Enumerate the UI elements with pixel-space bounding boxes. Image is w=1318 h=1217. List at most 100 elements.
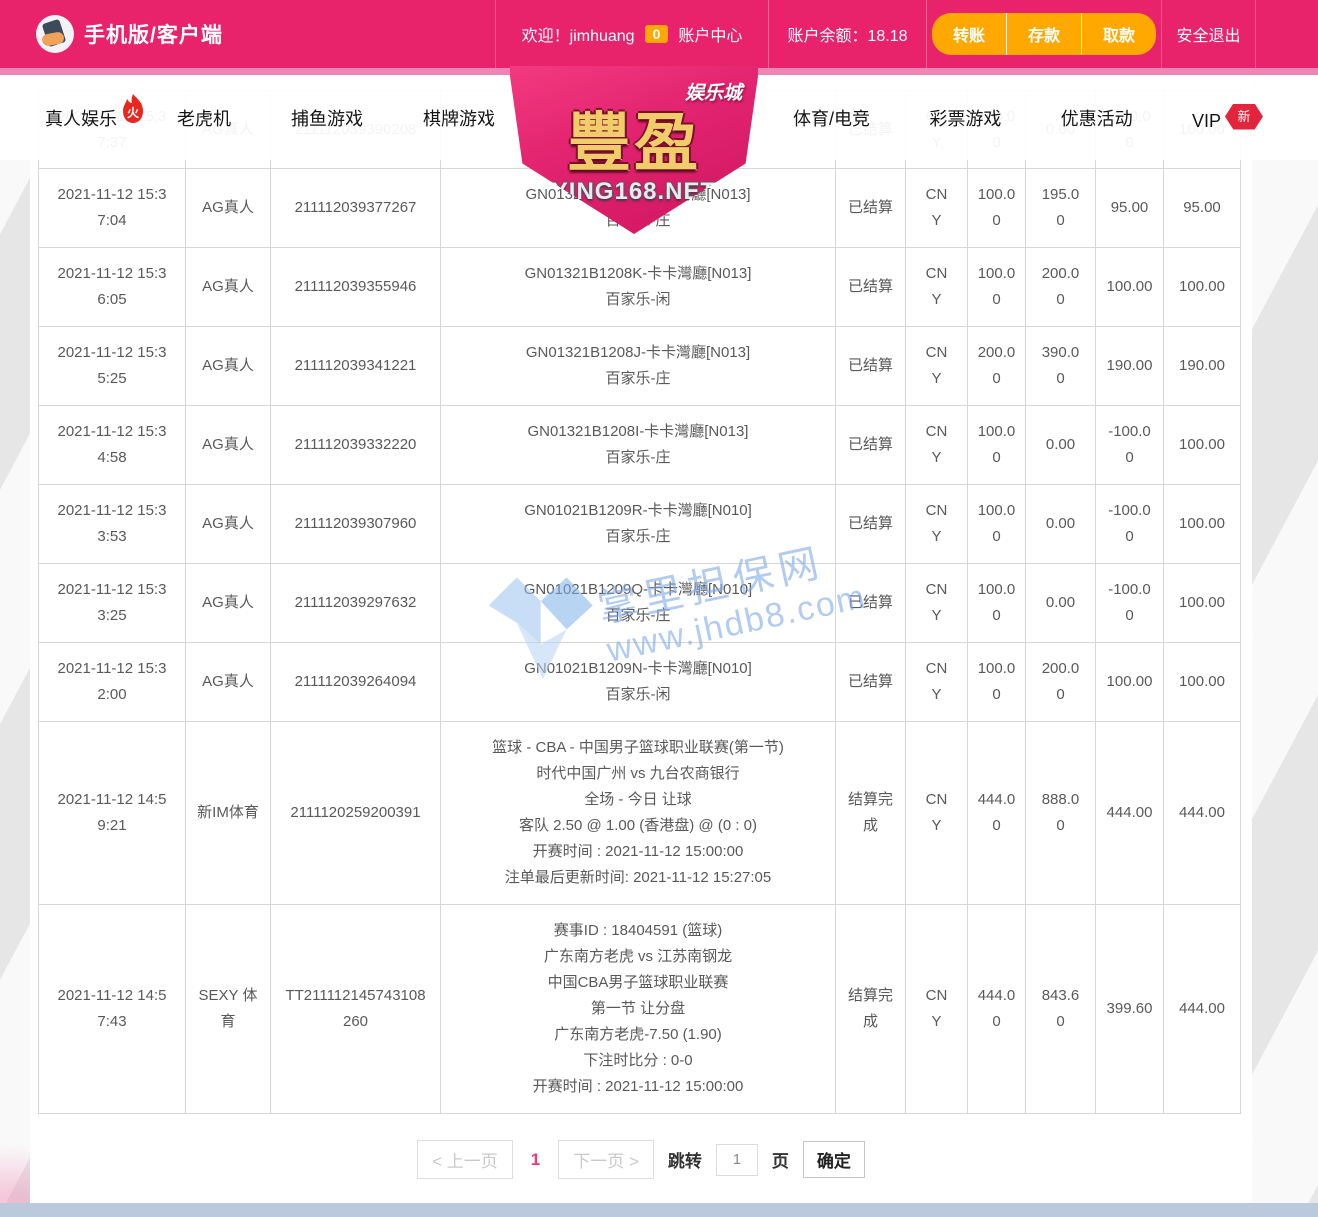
- cell-order-no: 211112039297632: [270, 563, 441, 643]
- detail-line: 广东南方老虎 vs 江苏南钢龙: [543, 948, 733, 965]
- pagination: < 上一页 1 下一页 > 跳转 页 确定: [30, 1140, 1252, 1179]
- cell-status: 已结算: [835, 326, 906, 406]
- cell-time: 2021-11-12 14:57:43: [38, 904, 186, 1114]
- header-welcome-section: 欢迎！jimhuang 0 账户中心: [495, 0, 768, 68]
- detail-line: 百家乐-庄: [605, 528, 671, 545]
- cell-order-no: 211112039332220: [270, 405, 441, 485]
- nav-right-group: 体育/电竞 彩票游戏 优惠活动 VIP 新: [793, 103, 1263, 132]
- jump-page-input[interactable]: [715, 1143, 758, 1176]
- cell-time: 2021-11-12 15:33:25: [38, 563, 186, 643]
- cell-order-no: 211112039377267: [270, 168, 441, 248]
- cell-valid-amount: 444.00: [1163, 904, 1241, 1114]
- nav-item-slots[interactable]: 老虎机: [177, 108, 231, 129]
- confirm-button[interactable]: 确定: [802, 1141, 865, 1178]
- nav-item-live-casino[interactable]: 真人娱乐 火: [45, 93, 143, 131]
- cell-time: 2021-11-12 15:35:25: [38, 326, 186, 406]
- nav-item-sports-esports[interactable]: 体育/电竞: [793, 108, 871, 129]
- detail-line: GN01021B1209Q-卡卡灣廳[N010]: [523, 581, 753, 598]
- header-actions-section: 转账 存款 取款: [926, 0, 1161, 68]
- page-unit-label: 页: [771, 1152, 789, 1171]
- header-logo-section: 手机版/客户端: [0, 0, 495, 68]
- nav-item-vip[interactable]: VIP 新: [1192, 103, 1263, 132]
- cell-status: 已结算: [835, 168, 906, 248]
- deposit-button[interactable]: 存款: [1005, 13, 1081, 55]
- table-row: 2021-11-12 15:32:00 AG真人 211112039264094 GN…: [38, 642, 1241, 722]
- cell-details: GN01321B1208K-卡卡灣廳[N013] 百家乐-闲: [440, 247, 836, 327]
- detail-line: GN01021B1209R-卡卡灣廳[N010]: [524, 502, 752, 519]
- cell-bet-amount: 100.00: [967, 247, 1026, 327]
- detail-line: 百家乐-庄: [605, 607, 671, 624]
- cell-time: 2021-11-12 14:59:21: [38, 721, 186, 905]
- balance-value: 18.18: [867, 28, 908, 45]
- withdraw-button[interactable]: 取款: [1081, 13, 1157, 55]
- bet-table-body: 2021-11-12 15:37:37AG真人211112039390208已结…: [38, 90, 1241, 1114]
- prev-page-button[interactable]: < 上一页: [417, 1140, 513, 1179]
- logout-button[interactable]: 安全退出: [1176, 28, 1241, 45]
- mobile-app-logo-icon: [36, 15, 74, 53]
- cell-details: 篮球 - CBA - 中国男子篮球职业联赛(第一节) 时代中国广州 vs 九台农商…: [440, 721, 836, 905]
- detail-line: GN01321B1208J-卡卡灣廳[N013]: [525, 344, 751, 361]
- cell-platform: AG真人: [185, 168, 271, 248]
- account-center-link[interactable]: 账户中心: [678, 28, 743, 45]
- table-row: 2021-11-12 14:57:43 SEXY 体育 TT211112145743…: [38, 904, 1241, 1114]
- cell-bet-amount: 100.00: [967, 405, 1026, 485]
- cell-bet-amount: 444.00: [967, 721, 1026, 905]
- cell-time: 2021-11-12 15:34:58: [38, 405, 186, 485]
- bottom-strip: [0, 1203, 1318, 1217]
- cell-valid-amount: 100.00: [1163, 484, 1241, 564]
- detail-line: GN01021B1209N-卡卡灣廳[N010]: [524, 660, 752, 677]
- nav-item-fishing[interactable]: 捕鱼游戏: [291, 108, 363, 129]
- detail-line: 客队 2.50 @ 1.00 (香港盘) @ (0 : 0): [518, 817, 758, 834]
- cell-payout-amount: 200.00: [1025, 247, 1096, 327]
- next-page-button[interactable]: 下一页 >: [558, 1140, 654, 1179]
- table-row: 2021-11-12 15:35:25 AG真人 211112039341221 GN…: [38, 326, 1241, 406]
- cell-currency: CNY: [905, 247, 968, 327]
- nav-left-group: 真人娱乐 火 老虎机 捕鱼游戏 棋牌游戏: [45, 93, 495, 131]
- cell-payout-amount: 888.00: [1025, 721, 1096, 905]
- detail-line: 开赛时间 : 2021-11-12 15:00:00: [532, 843, 744, 860]
- detail-line: 第一节 让分盘: [590, 1000, 686, 1017]
- cell-valid-amount: 190.00: [1163, 326, 1241, 406]
- nav-item-lottery[interactable]: 彩票游戏: [929, 108, 1002, 129]
- cell-bet-amount: 100.00: [967, 642, 1026, 722]
- table-row: 2021-11-12 15:33:25 AG真人 211112039297632 GN…: [38, 563, 1241, 643]
- cell-currency: CNY: [905, 405, 968, 485]
- cell-order-no: 2111120259200391: [270, 721, 441, 905]
- cell-details: GN01021B1209N-卡卡灣廳[N010] 百家乐-闲: [440, 642, 836, 722]
- detail-line: 全场 - 今日 让球: [584, 791, 692, 808]
- cell-platform: AG真人: [185, 326, 271, 406]
- cell-order-no: 211112039355946: [270, 247, 441, 327]
- cell-payout-amount: 200.00: [1025, 642, 1096, 722]
- nav-item-board-games[interactable]: 棋牌游戏: [423, 108, 495, 129]
- cell-details: GN01021B1209R-卡卡灣廳[N010] 百家乐-庄: [440, 484, 836, 564]
- cell-profit: 399.60: [1095, 904, 1164, 1114]
- table-row: 2021-11-12 15:34:58 AG真人 211112039332220 GN…: [38, 405, 1241, 485]
- transfer-button[interactable]: 转账: [931, 13, 1006, 55]
- message-count-badge[interactable]: 0: [644, 25, 669, 43]
- table-row: 2021-11-12 14:59:21 新IM体育 2111120259200391…: [38, 721, 1241, 905]
- cell-currency: CNY: [905, 168, 968, 248]
- cell-profit: -100.00: [1095, 563, 1164, 643]
- detail-line: 开赛时间 : 2021-11-12 15:00:00: [532, 1078, 744, 1095]
- cell-order-no: 211112039341221: [270, 326, 441, 406]
- cell-order-no: 211112039264094: [270, 642, 441, 722]
- jump-label: 跳转: [667, 1152, 702, 1171]
- cell-profit: -100.00: [1095, 405, 1164, 485]
- bet-records-table: 2021-11-12 15:37:37AG真人211112039390208已结…: [38, 90, 1241, 1114]
- cell-platform: SEXY 体育: [185, 904, 271, 1114]
- cell-time: 2021-11-12 15:33:53: [38, 484, 186, 564]
- cell-payout-amount: 0.00: [1025, 405, 1096, 485]
- cell-details: GN01021B1209Q-卡卡灣廳[N010] 百家乐-庄: [440, 563, 836, 643]
- cell-currency: CNY: [905, 721, 968, 905]
- cell-platform: AG真人: [185, 642, 271, 722]
- cell-bet-amount: 100.00: [967, 168, 1026, 248]
- cell-order-no: 211112039307960: [270, 484, 441, 564]
- cell-payout-amount: 0.00: [1025, 563, 1096, 643]
- cell-bet-amount: 100.00: [967, 484, 1026, 564]
- hot-fire-icon: 火: [123, 93, 143, 123]
- detail-line: 下注时比分 : 0-0: [583, 1052, 693, 1069]
- cell-profit: 100.00: [1095, 642, 1164, 722]
- vip-new-badge: 新: [1224, 103, 1263, 130]
- nav-item-promotions[interactable]: 优惠活动: [1060, 108, 1133, 129]
- cell-currency: CNY: [905, 326, 968, 406]
